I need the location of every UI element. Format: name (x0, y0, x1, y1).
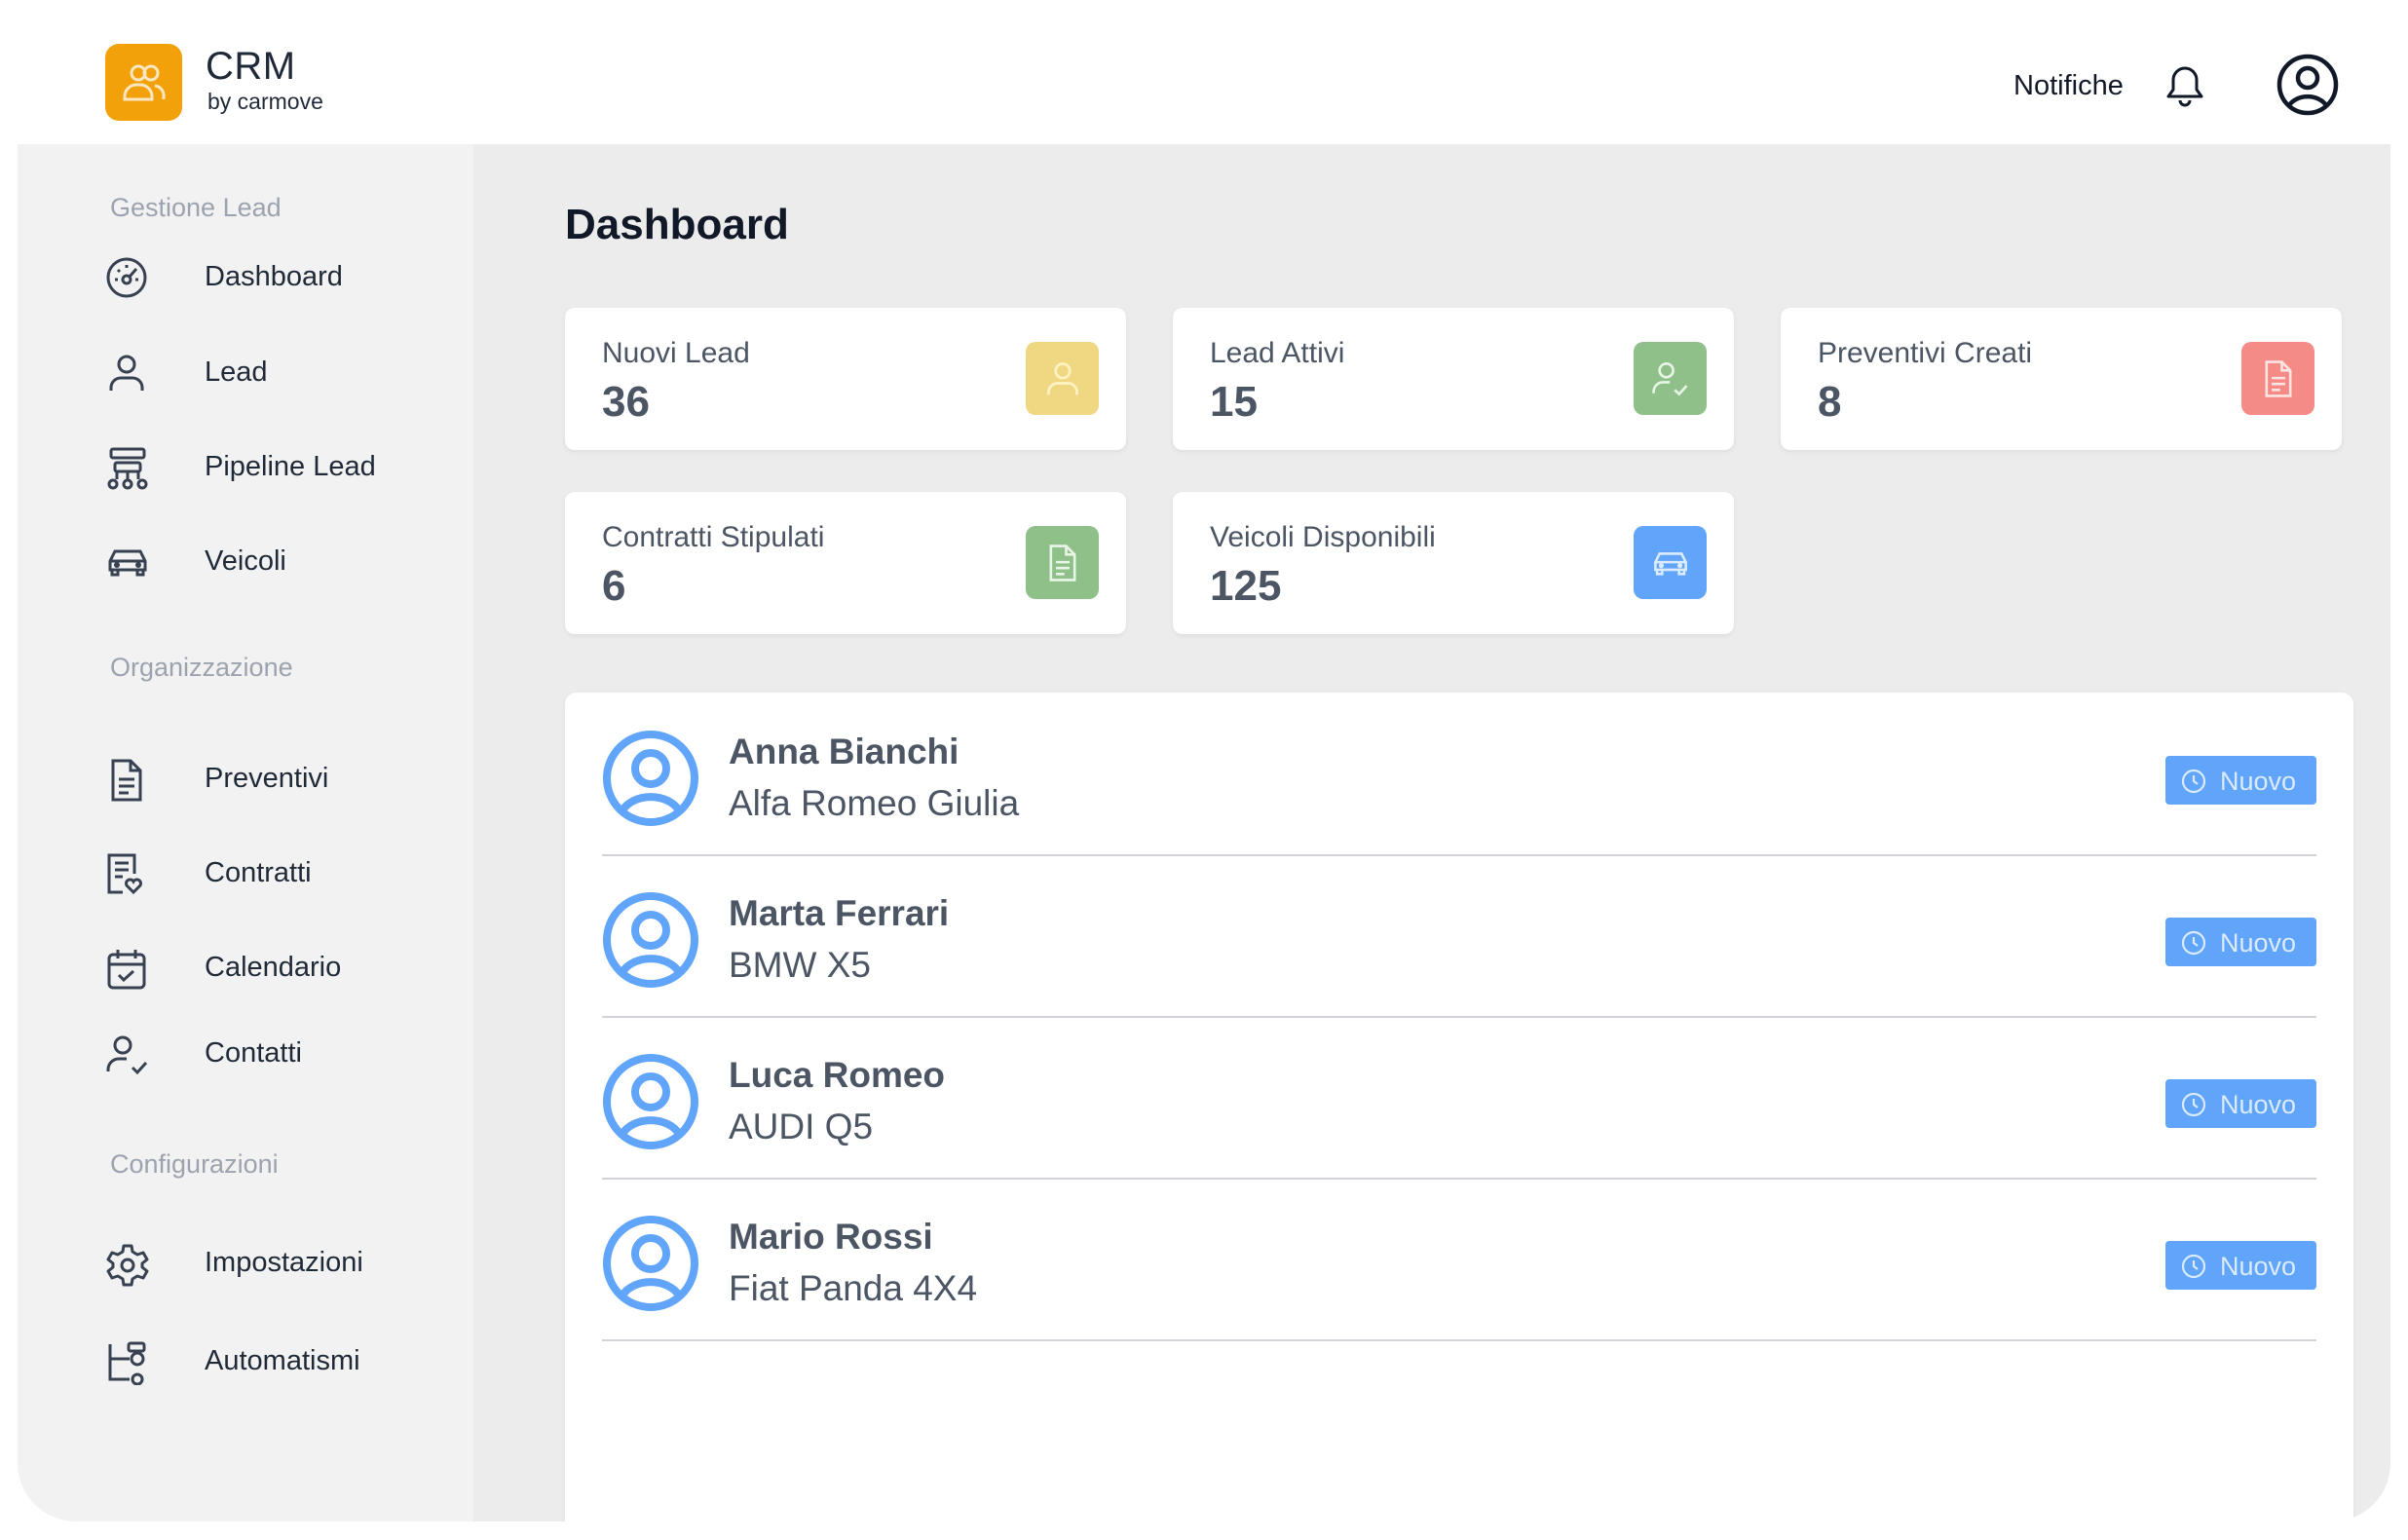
sidebar-item-contatti[interactable]: Contatti (105, 1025, 456, 1083)
stat-label: Lead Attivi (1210, 337, 1345, 369)
stat-card-nuovi-lead[interactable]: Nuovi Lead 36 (565, 308, 1126, 450)
stat-value: 8 (1818, 378, 1842, 426)
stat-card-veicoli-disponibili[interactable]: Veicoli Disponibili 125 (1173, 492, 1734, 634)
status-badge[interactable]: Nuovo (2165, 1079, 2316, 1128)
stat-card-preventivi-creati[interactable]: Preventivi Creati 8 (1781, 308, 2342, 450)
document-icon (2265, 360, 2292, 397)
stat-icon-box (1634, 526, 1707, 599)
pipeline-icon (107, 447, 148, 490)
calendar-icon (107, 950, 146, 990)
page-title: Dashboard (565, 201, 789, 248)
lead-row[interactable]: Luca Romeo AUDI Q5 Nuovo (602, 1016, 2316, 1180)
stat-value: 36 (602, 378, 650, 426)
user-check-icon (106, 1035, 148, 1075)
sidebar-item-lead[interactable]: Lead (105, 344, 456, 402)
sidebar-item-preventivi[interactable]: Preventivi (105, 750, 456, 808)
sidebar-item-calendario[interactable]: Calendario (105, 939, 456, 997)
status-badge-label: Nuovo (2220, 767, 2297, 796)
car-icon (108, 549, 147, 577)
status-badge[interactable]: Nuovo (2165, 918, 2316, 966)
logo[interactable] (105, 44, 182, 121)
sidebar-item-label: Lead (205, 357, 268, 388)
lead-name: Marta Ferrari (729, 893, 950, 933)
car-icon (1654, 552, 1687, 576)
top-header: CRM by carmove Notifiche (18, 0, 2390, 144)
stat-icon-box (1634, 342, 1707, 415)
stat-label: Veicoli Disponibili (1210, 521, 1436, 553)
status-badge-label: Nuovo (2220, 1252, 2297, 1281)
stat-icon-box (1026, 526, 1099, 599)
app-window: CRM by carmove Notifiche Gestione Lead D… (18, 0, 2390, 1521)
sidebar-item-label: Contatti (205, 1037, 302, 1069)
sidebar-item-label: Calendario (205, 952, 342, 983)
lead-row[interactable]: Marta Ferrari BMW X5 Nuovo (602, 854, 2316, 1018)
status-badge[interactable]: Nuovo (2165, 1241, 2316, 1290)
sidebar-item-label: Automatismi (205, 1345, 360, 1376)
sidebar-item-pipeline-lead[interactable]: Pipeline Lead (105, 438, 456, 497)
sidebar-item-label: Veicoli (205, 545, 286, 577)
clock-icon (2181, 769, 2206, 794)
brand-title: CRM (206, 45, 296, 88)
stat-value: 6 (602, 562, 626, 610)
stat-label: Nuovi Lead (602, 337, 750, 369)
document-icon (111, 759, 142, 802)
sidebar-item-label: Preventivi (205, 763, 329, 794)
sidebar-item-veicoli[interactable]: Veicoli (105, 533, 456, 591)
status-badge-label: Nuovo (2220, 928, 2297, 958)
stat-label: Contratti Stipulati (602, 521, 825, 553)
avatar-icon (603, 892, 698, 988)
sidebar: Gestione Lead Dashboard Lead (18, 144, 473, 1521)
sidebar-item-label: Pipeline Lead (205, 451, 376, 482)
lead-name: Anna Bianchi (729, 732, 959, 771)
contract-icon (107, 853, 142, 895)
avatar-icon (603, 731, 698, 826)
stat-label: Preventivi Creati (1818, 337, 2033, 369)
stat-icon-box (2241, 342, 2314, 415)
sidebar-item-label: Dashboard (205, 261, 343, 292)
sidebar-item-automatismi[interactable]: Automatismi (105, 1333, 456, 1391)
lead-name: Luca Romeo (729, 1055, 946, 1095)
lead-vehicle: Fiat Panda 4X4 (729, 1268, 978, 1308)
status-badge-label: Nuovo (2220, 1090, 2297, 1119)
users-icon (123, 64, 166, 101)
document-icon (1049, 545, 1076, 582)
bell-icon[interactable] (2164, 64, 2205, 107)
sidebar-item-dashboard[interactable]: Dashboard (105, 248, 456, 307)
sidebar-item-label: Impostazioni (205, 1247, 363, 1278)
user-icon (109, 355, 144, 391)
main-content: Dashboard Nuovi Lead 36 Lead Attivi 15 (473, 144, 2390, 1521)
sidebar-item-contratti[interactable]: Contratti (105, 845, 456, 903)
stat-card-lead-attivi[interactable]: Lead Attivi 15 (1173, 308, 1734, 450)
brand-subtitle: by carmove (207, 89, 323, 114)
gauge-icon (106, 257, 147, 298)
stat-value: 125 (1210, 562, 1282, 610)
clock-icon (2181, 1092, 2206, 1117)
gear-icon (106, 1244, 149, 1287)
section-title-gestione-lead: Gestione Lead (110, 193, 282, 222)
sidebar-item-impostazioni[interactable]: Impostazioni (105, 1234, 456, 1293)
lead-row[interactable]: Anna Bianchi Alfa Romeo Giulia Nuovo (602, 693, 2316, 856)
stat-value: 15 (1210, 378, 1258, 426)
notifications-link[interactable]: Notifiche (2013, 70, 2124, 101)
avatar-icon (603, 1054, 698, 1149)
sidebar-item-label: Contratti (205, 857, 312, 888)
lead-vehicle: AUDI Q5 (729, 1107, 874, 1146)
section-title-organizzazione: Organizzazione (110, 653, 293, 682)
user-circle-icon[interactable] (2276, 53, 2340, 117)
user-check-icon (1652, 362, 1688, 396)
clock-icon (2181, 930, 2206, 956)
section-title-configurazioni: Configurazioni (110, 1149, 279, 1179)
lead-row[interactable]: Mario Rossi Fiat Panda 4X4 Nuovo (602, 1178, 2316, 1341)
lead-list: Anna Bianchi Alfa Romeo Giulia Nuovo Mar… (565, 693, 2353, 1521)
lead-vehicle: Alfa Romeo Giulia (729, 783, 1020, 823)
automation-icon (108, 1341, 146, 1385)
user-icon (1047, 362, 1078, 395)
stat-icon-box (1026, 342, 1099, 415)
stat-card-contratti-stipulati[interactable]: Contratti Stipulati 6 (565, 492, 1126, 634)
status-badge[interactable]: Nuovo (2165, 756, 2316, 805)
clock-icon (2181, 1254, 2206, 1279)
lead-name: Mario Rossi (729, 1217, 933, 1257)
avatar-icon (603, 1216, 698, 1311)
lead-vehicle: BMW X5 (729, 945, 871, 985)
